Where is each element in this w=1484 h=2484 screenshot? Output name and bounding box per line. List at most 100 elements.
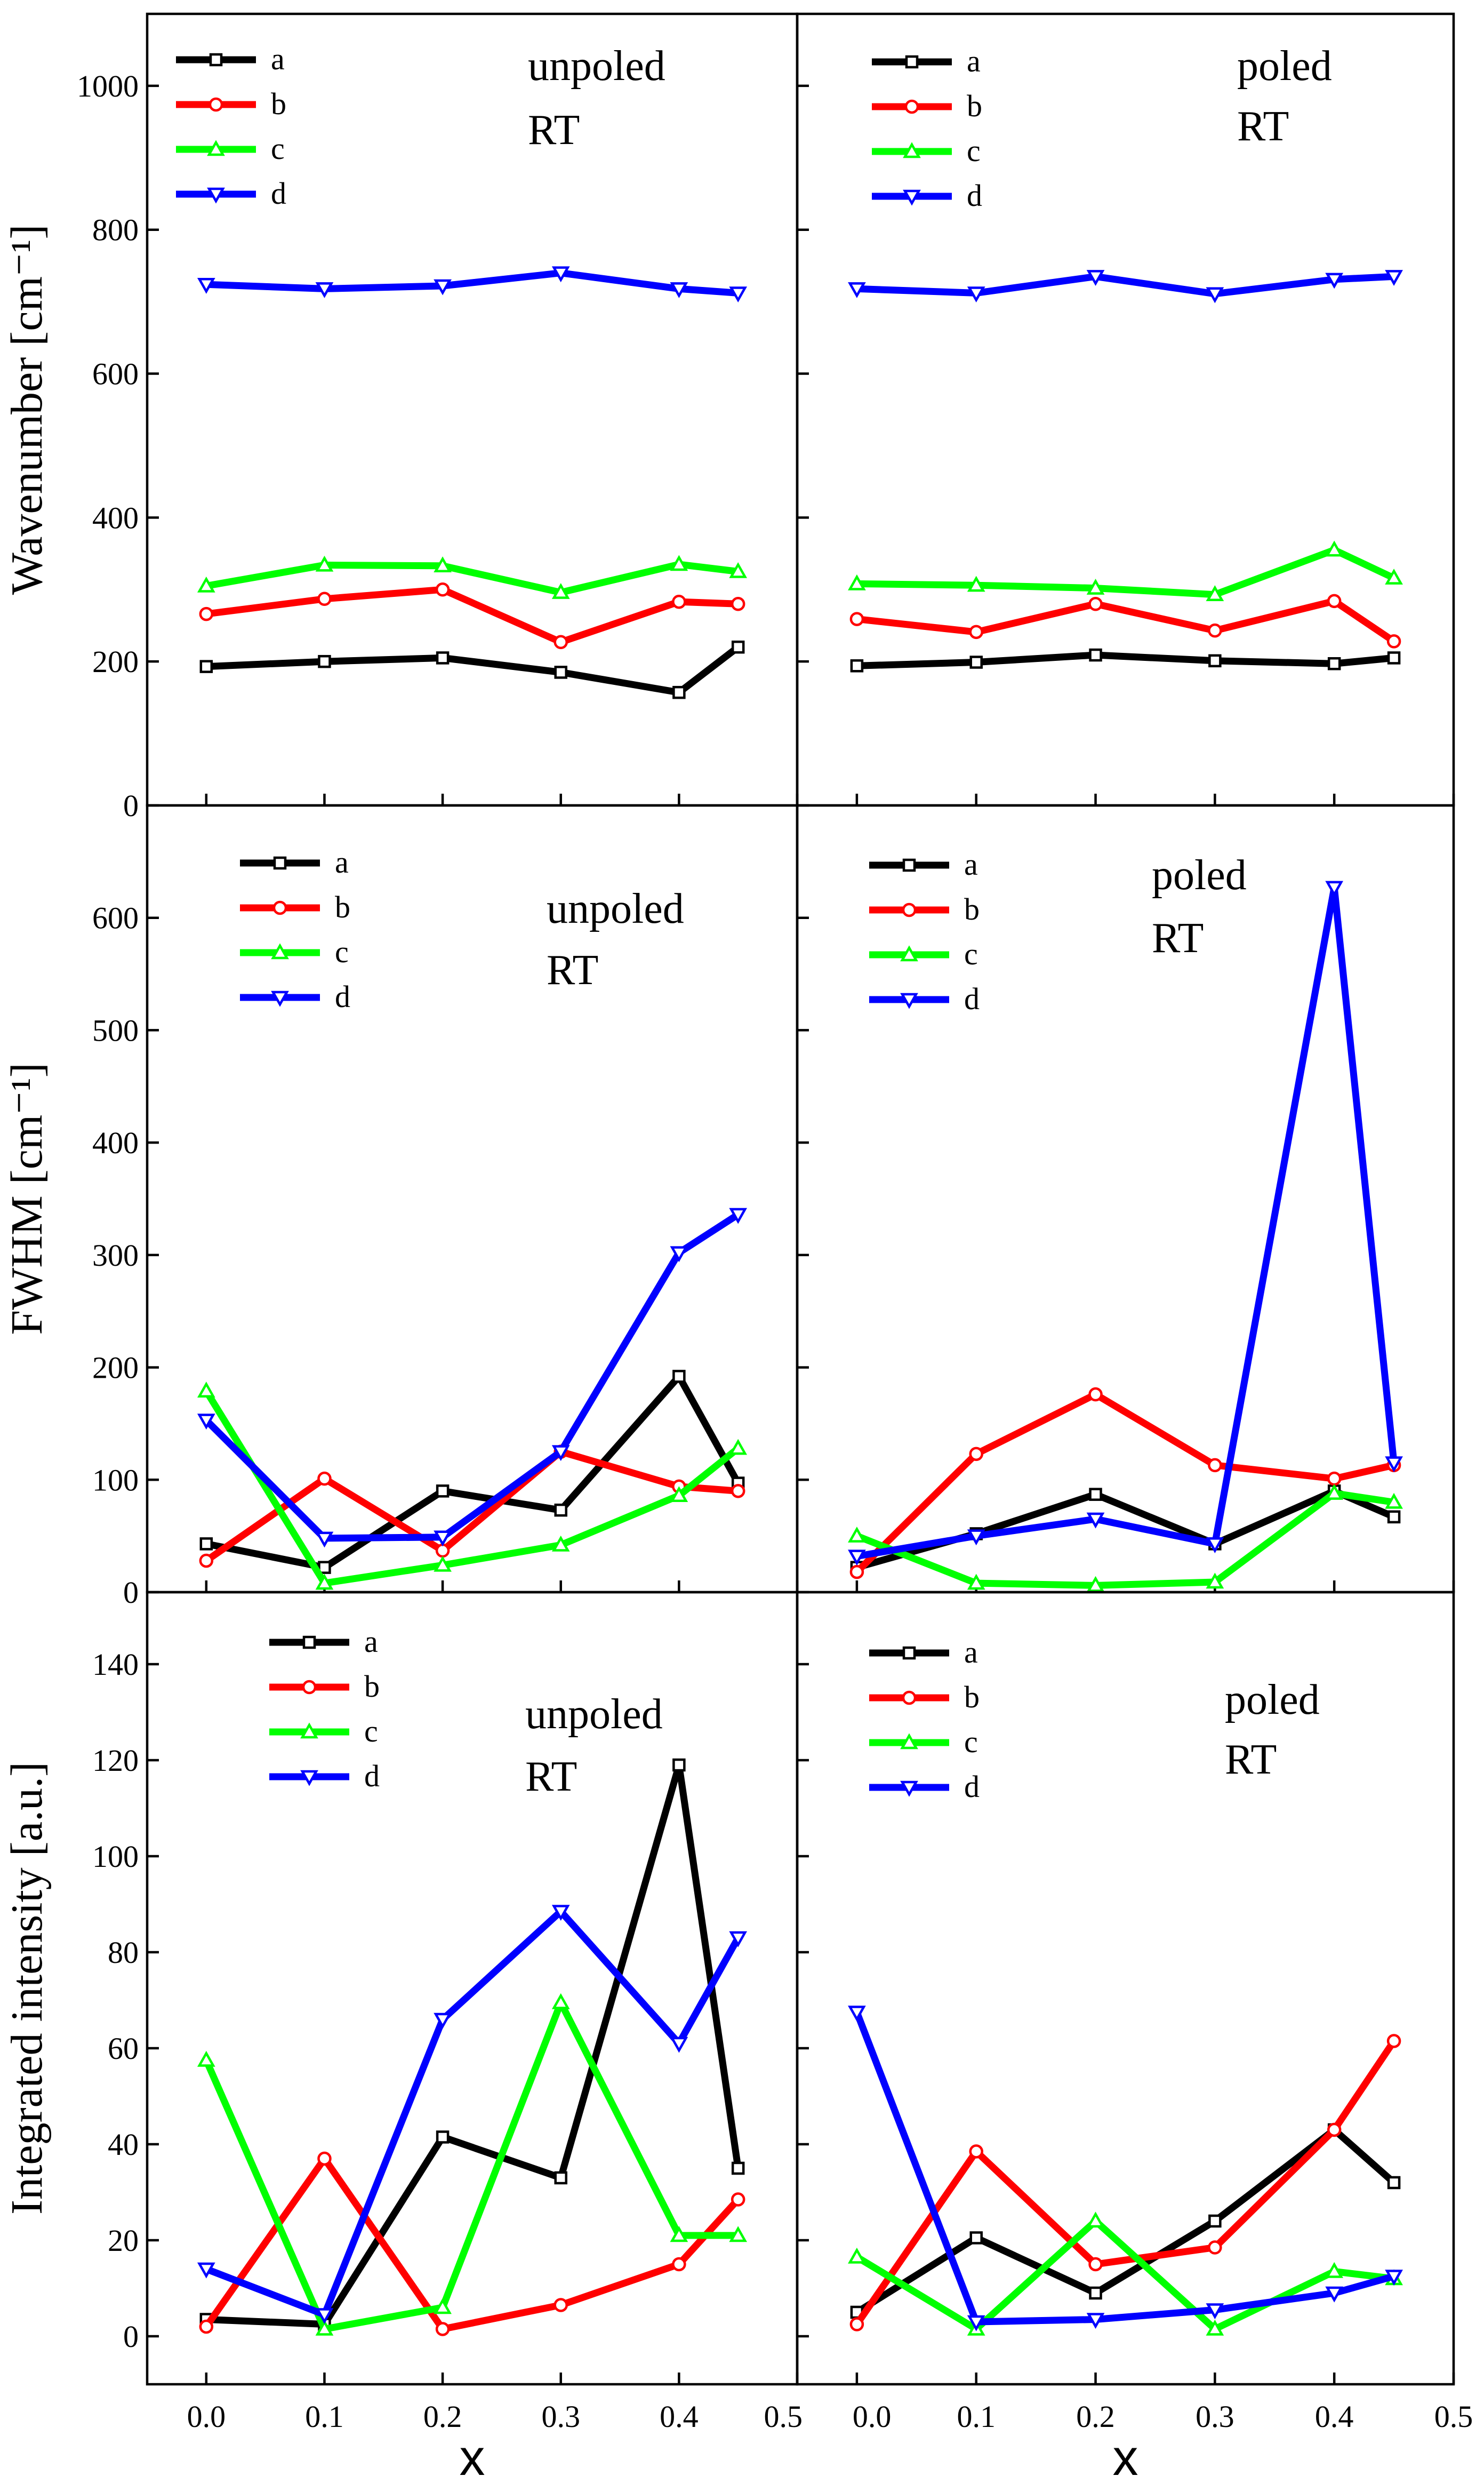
data-point-c — [1325, 1483, 1344, 1500]
data-point-a — [199, 1537, 213, 1551]
data-point-d — [315, 1531, 334, 1548]
y-tick-label: 400 — [92, 1125, 139, 1160]
x-tick-label: 0.4 — [1315, 2399, 1354, 2434]
legend-label-d: d — [364, 1759, 380, 1793]
data-point-b — [969, 1447, 983, 1461]
data-point-b — [317, 2151, 332, 2166]
data-point-a — [199, 660, 213, 673]
annotation-temperature: RT — [528, 107, 580, 154]
data-point-c — [729, 1439, 748, 1455]
data-point-d — [967, 1529, 985, 1546]
legend-marker-c — [903, 142, 921, 158]
data-point-b — [1208, 2240, 1222, 2255]
legend-marker-b — [902, 902, 917, 917]
y-tick-label: 200 — [92, 644, 139, 679]
data-point-a — [554, 2171, 567, 2185]
data-point-d — [434, 1530, 452, 1547]
data-point-b — [849, 1564, 864, 1579]
data-point-a — [969, 2231, 983, 2245]
data-point-d — [1206, 2303, 1224, 2320]
legend-marker-b — [302, 1680, 317, 1695]
legend-label-d: d — [964, 981, 980, 1016]
data-point-d — [1206, 1537, 1224, 1553]
data-point-a — [672, 1758, 686, 1772]
data-point-b — [731, 2192, 745, 2207]
data-point-a — [554, 1503, 567, 1517]
series-line-b — [205, 586, 739, 646]
data-point-a — [1208, 2214, 1222, 2228]
y-tick-label: 40 — [108, 2127, 139, 2162]
legend-marker-c — [900, 1733, 918, 1750]
series-line-d — [204, 1211, 740, 1542]
y-tick-label: 500 — [92, 1013, 139, 1048]
data-point-a — [1327, 657, 1341, 670]
legend-marker-c — [207, 140, 225, 156]
data-point-a — [436, 2130, 450, 2144]
x-axis-label: x — [460, 2429, 485, 2484]
x-tick-label: 0.4 — [660, 2399, 699, 2434]
data-point-d — [434, 279, 452, 295]
legend-label-b: b — [964, 892, 980, 926]
data-point-d — [848, 1549, 866, 1566]
data-point-a — [436, 1484, 450, 1498]
x-tick-label: 0.2 — [1076, 2399, 1115, 2434]
data-point-c — [967, 576, 985, 592]
data-point-c — [315, 555, 334, 572]
data-point-d — [1206, 287, 1224, 303]
data-point-c — [729, 562, 748, 578]
legend-label-c: c — [964, 937, 978, 971]
legend-marker-d — [271, 991, 289, 1007]
data-point-b — [1327, 2122, 1342, 2137]
legend-marker-a — [902, 858, 916, 872]
x-tick-label: 0.3 — [541, 2399, 580, 2434]
data-point-b — [1386, 634, 1401, 649]
legend-label-a: a — [964, 1635, 978, 1670]
y-tick-label: 140 — [92, 1647, 139, 1682]
data-point-d — [729, 286, 748, 303]
data-point-a — [436, 651, 450, 665]
series-line-d — [205, 1906, 741, 2319]
data-point-c — [1086, 579, 1105, 595]
legend-marker-b — [208, 97, 223, 112]
data-point-b — [969, 2144, 983, 2159]
legend-label-a: a — [964, 847, 978, 882]
data-point-c — [434, 556, 452, 573]
annotation-condition: unpoled — [525, 1691, 663, 1738]
y-tick-label: 100 — [92, 1839, 139, 1874]
x-axis-label: x — [1113, 2429, 1138, 2484]
data-point-c — [434, 1555, 452, 1572]
data-point-d — [434, 2012, 452, 2029]
data-point-b — [1208, 1458, 1222, 1473]
data-point-c — [1206, 1572, 1224, 1589]
legend-label-d: d — [271, 176, 286, 211]
data-point-d — [670, 2036, 688, 2053]
y-axis-label: Integrated intensity [a.u.] — [2, 1762, 52, 2215]
legend-marker-b — [902, 1690, 917, 1705]
data-point-b — [1327, 1471, 1342, 1486]
data-point-b — [554, 635, 568, 650]
data-point-d — [315, 282, 334, 298]
data-point-c — [1086, 2211, 1105, 2228]
legend-marker-a — [302, 1635, 316, 1649]
data-point-a — [1387, 1510, 1401, 1524]
data-point-b — [317, 592, 332, 606]
annotation-condition: poled — [1152, 852, 1247, 899]
annotation-temperature: RT — [1152, 915, 1204, 962]
data-point-a — [554, 666, 567, 679]
series-line-b — [203, 2152, 741, 2333]
data-point-b — [199, 2319, 214, 2334]
x-tick-label: 0.0 — [853, 2399, 892, 2434]
y-tick-label: 80 — [108, 1935, 139, 1970]
series-line-d — [206, 269, 739, 297]
legend-marker-d — [207, 187, 225, 204]
data-point-c — [197, 1381, 215, 1398]
legend-marker-d — [300, 1770, 318, 1786]
data-point-d — [1325, 881, 1344, 897]
data-point-a — [318, 1561, 331, 1574]
data-point-c — [1086, 1576, 1105, 1592]
data-point-b — [731, 1484, 745, 1498]
y-tick-label: 1000 — [77, 69, 139, 103]
